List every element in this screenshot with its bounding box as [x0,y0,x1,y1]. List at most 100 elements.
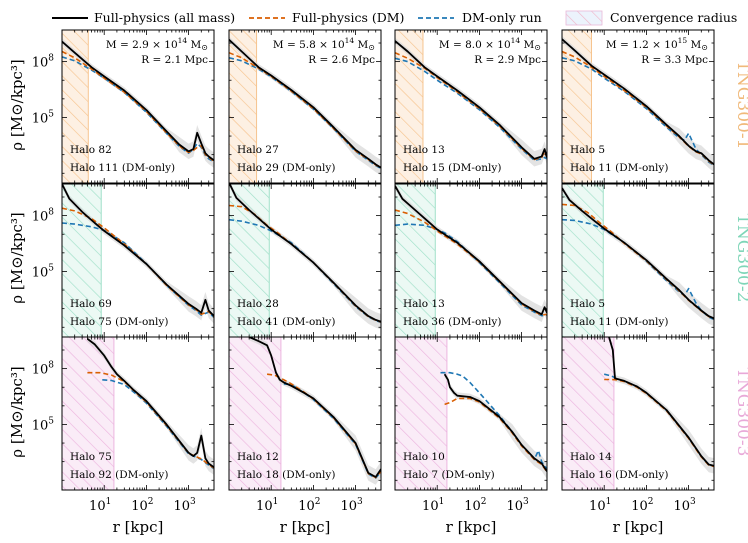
ytick-label: 105 [32,263,55,280]
halo-label-dmo: Halo 75 (DM-only) [70,316,168,328]
halo-label-dmo: Halo 41 (DM-only) [237,316,335,328]
scatter-band [444,370,547,480]
xtick-label: 102 [298,497,320,514]
panel-frame [61,336,215,491]
ylabel-row-2: ρ [M⊙/kpc³] [8,212,26,303]
series-0 [443,373,547,472]
scatter-band [562,184,714,327]
panel-r1-c2: Halo 27 Halo 29 (DM-only) M = 5.8 × 1014 M… [228,29,382,184]
xlabel-col-4: r [kpc] [613,518,664,536]
legend-swatch-convergence [565,10,603,26]
halo-label-fp: Halo 82 [70,144,112,156]
halo-label-dmo: Halo 29 (DM-only) [237,162,335,174]
halo-label-fp: Halo 12 [237,451,279,463]
panel-frame [61,29,215,184]
ytick-label: 105 [32,416,55,433]
panel-frame [394,336,548,491]
halo-label-fp: Halo 5 [570,298,605,310]
convergence-band [562,184,604,337]
legend: Full-physics (all mass) Full-physics (DM… [52,10,737,26]
halo-label-fp: Halo 10 [403,451,445,463]
halo-label-fp: Halo 75 [70,451,112,463]
xtick-label: 103 [506,497,529,514]
xtick-label: 101 [589,497,611,514]
mass-label: M = 8.0 × 1014 M⊙ [439,36,541,52]
scatter-band [395,184,547,322]
xtick-label: 103 [673,497,696,514]
xtick-label: 103 [173,497,196,514]
panel-r2-c1: Halo 69 Halo 75 (DM-only) 108 105 [32,183,215,338]
xtick-label: 102 [631,497,653,514]
convergence-band [395,337,448,490]
row-label-tng300-3: TNG300-3 [733,368,748,457]
panel-r2-c4: Halo 5 Halo 11 (DM-only) [561,183,715,338]
panel-r3-c3: Halo 10 Halo 7 (DM-only) 101 102 103 [394,336,548,514]
scatter-band [562,35,714,173]
series-0 [86,338,214,469]
legend-label-fp-dm: Full-physics (DM) [292,10,404,25]
xtick-label: 103 [340,497,363,514]
legend-label-convergence: Convergence radius [610,10,737,25]
series-0 [395,40,547,160]
row-label-tng300-1: TNG300-1 [733,61,748,150]
legend-label-full-physics: Full-physics (all mass) [94,10,235,25]
halo-label-dmo: Halo 92 (DM-only) [70,469,168,481]
convergence-band [62,337,115,490]
halo-label-dmo: Halo 11 (DM-only) [570,162,668,174]
panel-r1-c4: Halo 5 Halo 11 (DM-only) M = 1.2 × 1015 M⊙… [561,29,715,184]
panel-frame [561,336,715,491]
scatter-band [229,36,381,176]
halo-label-dmo: Halo 11 (DM-only) [570,316,668,328]
mass-label: M = 2.9 × 1014 M⊙ [106,36,208,52]
series-2 [62,222,214,319]
convergence-band [62,184,102,337]
halo-label-dmo: Halo 36 (DM-only) [403,316,501,328]
halo-label-dmo: Halo 111 (DM-only) [70,162,175,174]
mass-label: M = 5.8 × 1014 M⊙ [273,36,375,52]
halo-label-fp: Halo 27 [237,144,279,156]
panel-r3-c2: Halo 12 Halo 18 (DM-only) 101 102 103 [228,336,382,514]
panel-frame [394,29,548,184]
ylabel-row-3: ρ [M⊙/kpc³] [8,366,26,457]
halo-label-fp: Halo 13 [403,144,445,156]
halo-label-dmo: Halo 18 (DM-only) [237,469,335,481]
ytick-label: 105 [32,109,55,126]
series-0 [229,39,381,169]
xlabel-col-1: r [kpc] [113,518,164,536]
panel-frame [228,29,382,184]
ytick-label: 108 [32,54,55,71]
halo-label-fp: Halo 5 [570,144,605,156]
ytick-label: 108 [32,361,55,378]
halo-label-dmo: Halo 16 (DM-only) [570,469,668,481]
legend-label-dmo: DM-only run [462,10,542,25]
series-2 [440,371,547,470]
series-0 [62,40,214,162]
panel-r1-c1: Halo 82 Halo 111 (DM-only) 108 105 M = 2.9 ×… [32,29,215,184]
halo-label-fp: Halo 14 [570,451,612,463]
panel-frame [561,29,715,184]
radius-label: R = 3.3 Mpc [641,54,708,66]
mass-label: M = 1.2 × 1015 M⊙ [606,36,708,52]
ylabel-row-1: ρ [M⊙/kpc³] [8,59,26,150]
series-0 [562,38,714,166]
panel-r2-c3: Halo 13 Halo 36 (DM-only) [394,183,548,338]
xlabel-col-2: r [kpc] [280,518,331,536]
radius-label: R = 2.9 Mpc [474,54,541,66]
halo-label-fp: Halo 69 [70,298,112,310]
radius-label: R = 2.6 Mpc [308,54,375,66]
series-1 [604,378,714,468]
xtick-label: 101 [89,497,111,514]
series-0 [562,187,714,320]
xtick-label: 101 [422,497,444,514]
panel-r3-c4: Halo 14 Halo 16 (DM-only) 101 102 103 [561,336,715,514]
panel-r2-c2: Halo 28 Halo 41 (DM-only) [228,183,382,338]
series-0 [395,185,547,316]
xtick-label: 102 [131,497,153,514]
panel-r3-c1: Halo 75 Halo 92 (DM-only) 108 105 101 102 103 [32,336,215,514]
series-0 [248,337,381,478]
convergence-band [62,30,89,183]
radius-label: R = 2.1 Mpc [141,54,208,66]
panel-frame [228,336,382,491]
convergence-band [562,337,615,490]
